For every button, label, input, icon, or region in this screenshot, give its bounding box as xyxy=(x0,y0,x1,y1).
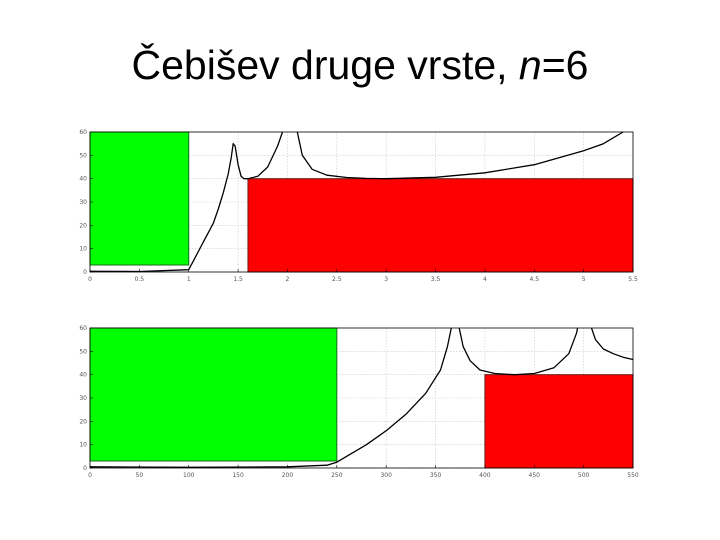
x-tick-label: 0.5 xyxy=(135,276,145,283)
y-tick-label: 50 xyxy=(79,348,87,355)
y-tick-label: 50 xyxy=(79,152,87,159)
x-tick-label: 5.5 xyxy=(628,276,638,283)
x-tick-label: 2 xyxy=(286,276,290,283)
x-tick-label: 4 xyxy=(483,276,487,283)
curve-segment xyxy=(590,328,633,361)
slide-title: Čebišev druge vrste, n=6 xyxy=(0,42,720,89)
x-tick-label: 300 xyxy=(380,472,392,479)
x-tick-label: 2.5 xyxy=(332,276,342,283)
passband-region xyxy=(89,131,190,266)
x-tick-label: 1.5 xyxy=(233,276,243,283)
x-tick-label: 5 xyxy=(582,276,586,283)
x-tick-label: 250 xyxy=(331,472,343,479)
x-tick-label: 100 xyxy=(183,472,195,479)
curve-segment xyxy=(247,132,284,180)
stopband-region xyxy=(247,178,634,273)
title-prefix: Čebišev druge vrste, xyxy=(131,42,519,88)
x-tick-label: 450 xyxy=(529,472,541,479)
x-tick-label: 50 xyxy=(136,472,144,479)
title-variable: n xyxy=(518,42,542,88)
y-tick-label: 10 xyxy=(79,442,87,449)
y-tick-label: 0 xyxy=(83,465,87,472)
curve-segment xyxy=(90,328,452,468)
attenuation-curve xyxy=(90,132,624,272)
x-tick-label: 0 xyxy=(88,472,92,479)
x-tick-label: 400 xyxy=(479,472,491,479)
y-tick-label: 20 xyxy=(79,418,87,425)
y-tick-label: 40 xyxy=(79,372,87,379)
x-tick-label: 500 xyxy=(578,472,590,479)
x-tick-label: 3 xyxy=(384,276,388,283)
x-tick-label: 550 xyxy=(627,472,639,479)
y-tick-label: 30 xyxy=(79,395,87,402)
curve-segment xyxy=(296,132,624,180)
title-suffix: =6 xyxy=(541,42,589,88)
y-tick-label: 40 xyxy=(79,176,87,183)
chart-bottom: 0 50 100 150 200 250 300 350 400 450 500 550 0 10 20 30… xyxy=(79,325,639,479)
x-tick-label: 150 xyxy=(232,472,244,479)
passband-region xyxy=(89,327,338,462)
x-tick-label: 1 xyxy=(187,276,191,283)
stopband-region xyxy=(484,374,634,469)
curve-segment xyxy=(458,328,579,376)
attenuation-curve xyxy=(90,328,633,468)
y-tick-label: 60 xyxy=(79,325,87,332)
y-tick-label: 20 xyxy=(79,222,87,229)
x-tick-label: 3.5 xyxy=(431,276,441,283)
y-tick-label: 30 xyxy=(79,199,87,206)
x-tick-label: 0 xyxy=(88,276,92,283)
y-tick-label: 10 xyxy=(79,246,87,253)
curve-segment xyxy=(90,143,248,272)
x-tick-label: 4.5 xyxy=(529,276,539,283)
x-tick-label: 350 xyxy=(430,472,442,479)
x-tick-label: 200 xyxy=(282,472,294,479)
y-tick-label: 60 xyxy=(79,129,87,136)
chart-top: 0 0.5 1 1.5 2 2.5 3 3.5 4 4.5 5 5.5 0 10 20 30 40 50 60 xyxy=(79,129,638,283)
y-tick-label: 0 xyxy=(83,269,87,276)
